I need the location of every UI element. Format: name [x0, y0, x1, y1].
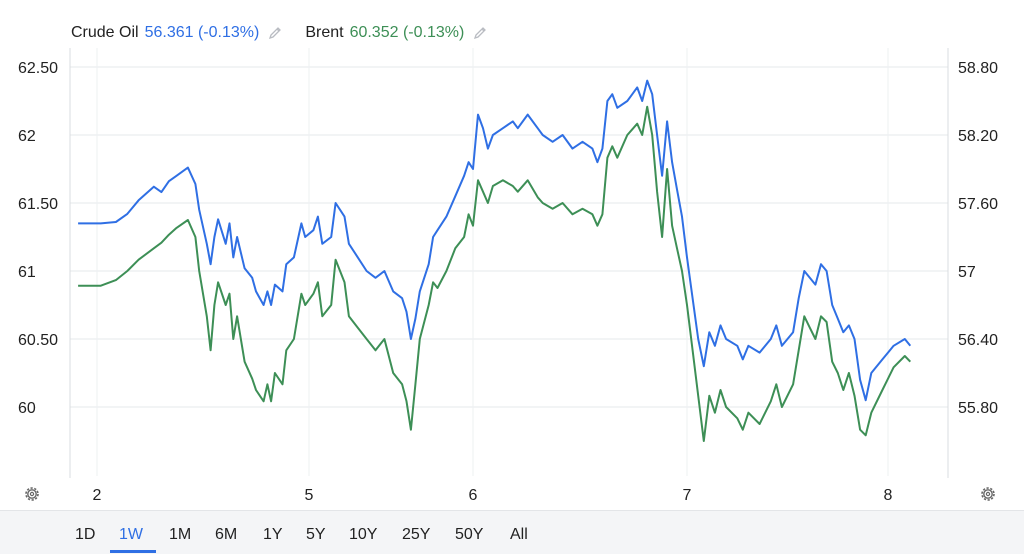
left-axis-tick-label: 61	[18, 264, 36, 281]
legend-item-crude-oil[interactable]: Crude Oil 56.361 (-0.13%)	[71, 24, 283, 42]
range-button-1y[interactable]: 1Y	[263, 526, 283, 543]
series-line-brent[interactable]	[78, 105, 912, 442]
left-axis-tick-label: 62	[18, 128, 36, 145]
left-axis-tick-label: 61.50	[18, 196, 58, 213]
line-chart: 62.506261.506160.506058.8058.2057.605756…	[18, 48, 998, 504]
x-axis-tick-label: 7	[683, 487, 692, 504]
range-selector: 1D 1W 1M 6M 1Y 5Y 10Y 25Y 50Y All	[0, 510, 1024, 554]
range-button-all[interactable]: All	[510, 526, 528, 543]
range-button-25y[interactable]: 25Y	[402, 526, 431, 543]
range-button-1m[interactable]: 1M	[169, 526, 192, 543]
left-axis-settings-gear-icon[interactable]	[22, 484, 42, 504]
right-axis-tick-label: 58.20	[958, 128, 998, 145]
range-button-1d[interactable]: 1D	[75, 526, 96, 543]
left-axis-tick-label: 60	[18, 400, 36, 417]
right-axis-tick-label: 58.80	[958, 60, 998, 77]
series-line-crude-oil[interactable]	[78, 79, 912, 402]
range-button-50y[interactable]: 50Y	[455, 526, 484, 543]
right-axis-tick-label: 56.40	[958, 332, 998, 349]
right-axis-tick-label: 57	[958, 264, 976, 281]
left-axis-tick-label: 62.50	[18, 60, 58, 77]
x-axis-tick-label: 6	[469, 487, 478, 504]
range-button-5y[interactable]: 5Y	[306, 526, 326, 543]
left-axis-tick-label: 60.50	[18, 332, 58, 349]
x-axis-tick-label: 2	[93, 487, 102, 504]
legend-item-brent[interactable]: Brent 60.352 (-0.13%)	[305, 24, 488, 42]
range-button-1w[interactable]: 1W	[119, 526, 143, 543]
active-range-indicator	[110, 550, 156, 553]
x-axis-tick-label: 8	[884, 487, 893, 504]
legend-name-brent: Brent	[305, 24, 344, 41]
range-button-6m[interactable]: 6M	[215, 526, 238, 543]
pencil-icon[interactable]	[267, 25, 283, 41]
legend-name-crude-oil: Crude Oil	[71, 24, 139, 41]
chart-area: 62.50 62 61.50 61 60.50 60 58.80 58.20 57.60 57 56…	[18, 24, 998, 504]
legend: Crude Oil 56.361 (-0.13%) Brent 60.352 (…	[71, 24, 510, 42]
pencil-icon[interactable]	[472, 25, 488, 41]
legend-value-brent: 60.352 (-0.13%)	[349, 24, 465, 41]
right-axis-tick-label: 57.60	[958, 196, 998, 213]
range-button-10y[interactable]: 10Y	[349, 526, 378, 543]
legend-value-crude-oil: 56.361 (-0.13%)	[144, 24, 260, 41]
x-axis-tick-label: 5	[305, 487, 314, 504]
right-axis-tick-label: 55.80	[958, 400, 998, 417]
right-axis-settings-gear-icon[interactable]	[978, 484, 998, 504]
